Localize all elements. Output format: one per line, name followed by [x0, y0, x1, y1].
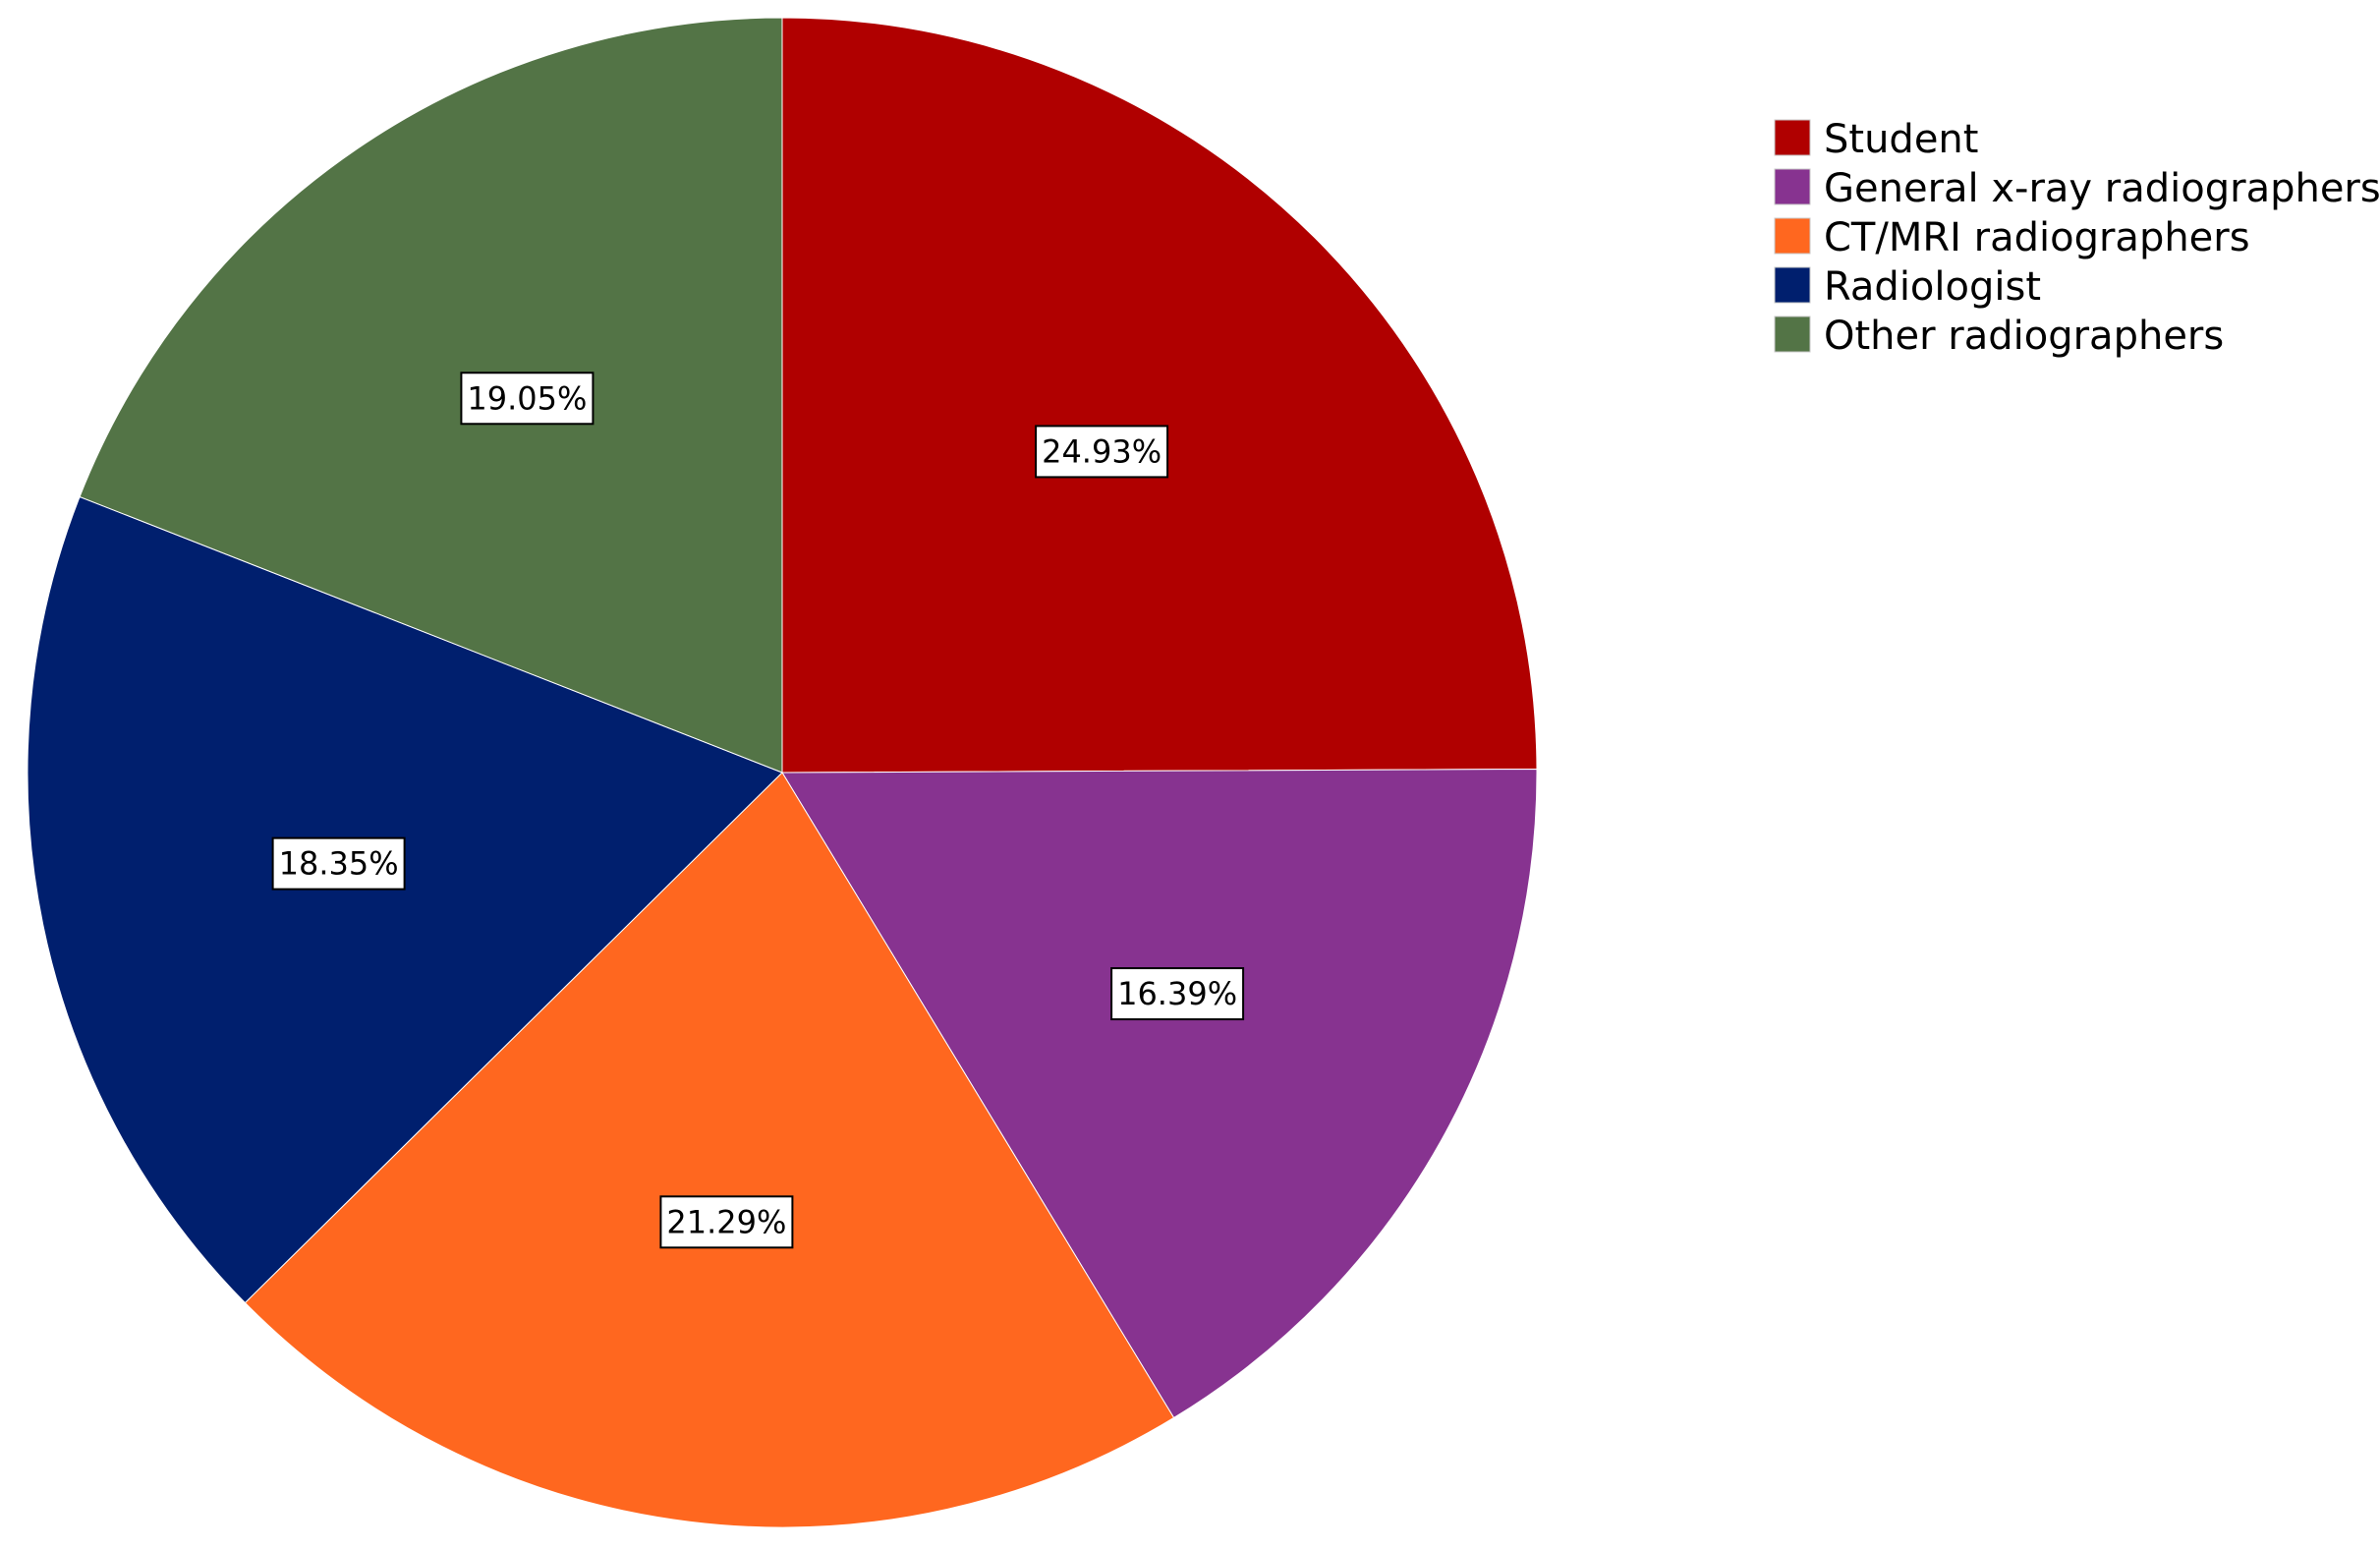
data-label-text: 18.35%: [279, 845, 399, 883]
data-label-text: 24.93%: [1042, 432, 1162, 470]
legend-label: Student: [1824, 117, 1978, 162]
data-label-5: 19.05%: [460, 372, 595, 426]
pie-slice-4: [27, 495, 783, 1304]
legend-item-5: Other radiographers: [1774, 314, 2224, 359]
data-label-box: [460, 372, 595, 426]
data-label-text: 19.05%: [467, 379, 587, 417]
legend-item-4: Radiologist: [1774, 264, 2041, 310]
legend-label: CT/MRI radiographers: [1824, 215, 2250, 260]
pie-slice-1: [781, 17, 1538, 774]
legend-item-2: General x-ray radiographers: [1774, 166, 2380, 211]
data-label-3: 21.29%: [659, 1195, 794, 1249]
legend-swatch: [1774, 266, 1811, 304]
data-label-box: [271, 836, 406, 890]
pie-data-labels: 24.93% 16.39% 21.29% 18.35% 19.05%: [271, 372, 1245, 1249]
data-label-4: 18.35%: [271, 836, 406, 890]
data-label-2: 16.39%: [1110, 967, 1245, 1021]
pie-slices: [27, 17, 1538, 1528]
data-label-box: [1110, 967, 1245, 1021]
data-label-1: 24.93%: [1035, 425, 1169, 479]
data-label-text: 21.29%: [666, 1203, 786, 1240]
pie-slice-2: [781, 768, 1538, 1419]
pie-slice-5: [79, 17, 783, 774]
legend-label: Radiologist: [1824, 264, 2041, 310]
legend-swatch: [1774, 168, 1811, 205]
data-label-text: 16.39%: [1117, 975, 1237, 1012]
legend-item-1: Student: [1774, 117, 1978, 162]
legend-item-3: CT/MRI radiographers: [1774, 215, 2250, 260]
legend-swatch: [1774, 119, 1811, 156]
data-label-box: [1035, 425, 1169, 479]
legend-label: General x-ray radiographers: [1824, 166, 2380, 211]
data-label-box: [659, 1195, 794, 1249]
legend-swatch: [1774, 217, 1811, 255]
legend-label: Other radiographers: [1824, 314, 2224, 359]
pie-slice-3: [244, 772, 1175, 1528]
legend-swatch: [1774, 316, 1811, 353]
